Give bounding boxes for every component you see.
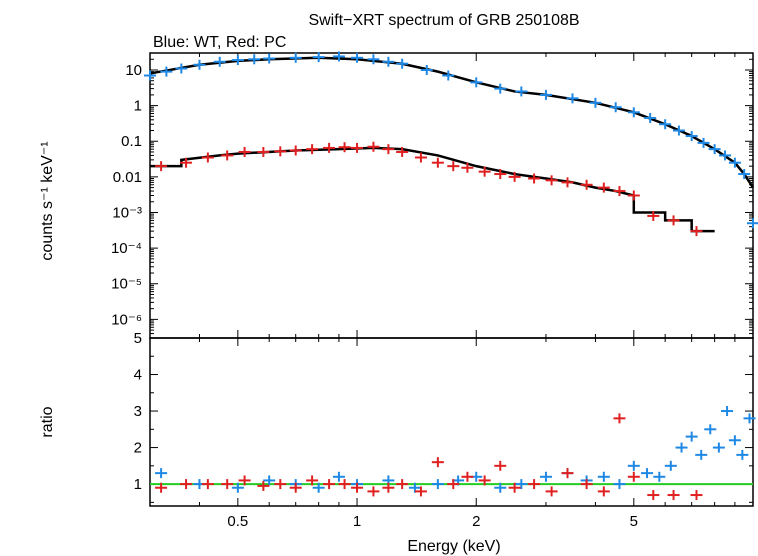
bottom-y-axis-label: ratio xyxy=(39,406,56,437)
y-tick-label: 1 xyxy=(134,98,142,115)
ratio-axes: 1 2 3 4 5 0.5 1 2 5 xyxy=(134,330,754,530)
chart-title: Swift−XRT spectrum of GRB 250108B xyxy=(308,12,579,29)
y-tick-label: 0.01 xyxy=(113,169,142,186)
x-tick-label: 2 xyxy=(472,513,480,530)
spectrum-data-points xyxy=(144,51,758,237)
y-tick-label: 10⁻⁶ xyxy=(111,311,142,328)
y-tick-label: 5 xyxy=(134,330,142,347)
y-tick-label: 4 xyxy=(134,367,142,384)
y-tick-label: 10 xyxy=(125,62,142,79)
spectrum-axes: 10 1 0.1 0.01 10⁻³ 10⁻⁴ 10⁻⁵ 10⁻⁶ xyxy=(111,52,754,339)
x-tick-label: 1 xyxy=(353,513,361,530)
x-axis-label: Energy (keV) xyxy=(407,538,500,555)
y-tick-label: 3 xyxy=(134,403,142,420)
spectrum-model-curves xyxy=(149,56,755,233)
spectrum-panel: 10 1 0.1 0.01 10⁻³ 10⁻⁴ 10⁻⁵ 10⁻⁶ xyxy=(111,51,758,339)
y-tick-label: 2 xyxy=(134,440,142,457)
chart-subtitle: Blue: WT, Red: PC xyxy=(153,34,286,51)
x-tick-label: 5 xyxy=(630,513,638,530)
y-tick-label: 10⁻³ xyxy=(112,204,142,221)
model-curve-pc xyxy=(150,146,715,233)
x-tick-label: 0.5 xyxy=(227,513,248,530)
ratio-data-points xyxy=(155,406,756,501)
y-tick-label: 1 xyxy=(134,476,142,493)
y-tick-label: 10⁻⁴ xyxy=(111,240,142,257)
model-curve-wt xyxy=(149,56,755,189)
y-tick-label: 10⁻⁵ xyxy=(111,276,142,293)
ratio-panel: 1 2 3 4 5 0.5 1 2 5 xyxy=(134,330,756,530)
ratio-panel-frame xyxy=(149,337,754,507)
top-y-axis-label: counts s⁻¹ keV⁻¹ xyxy=(39,141,56,260)
spectrum-panel-frame xyxy=(149,52,754,339)
y-tick-label: 0.1 xyxy=(121,133,142,150)
